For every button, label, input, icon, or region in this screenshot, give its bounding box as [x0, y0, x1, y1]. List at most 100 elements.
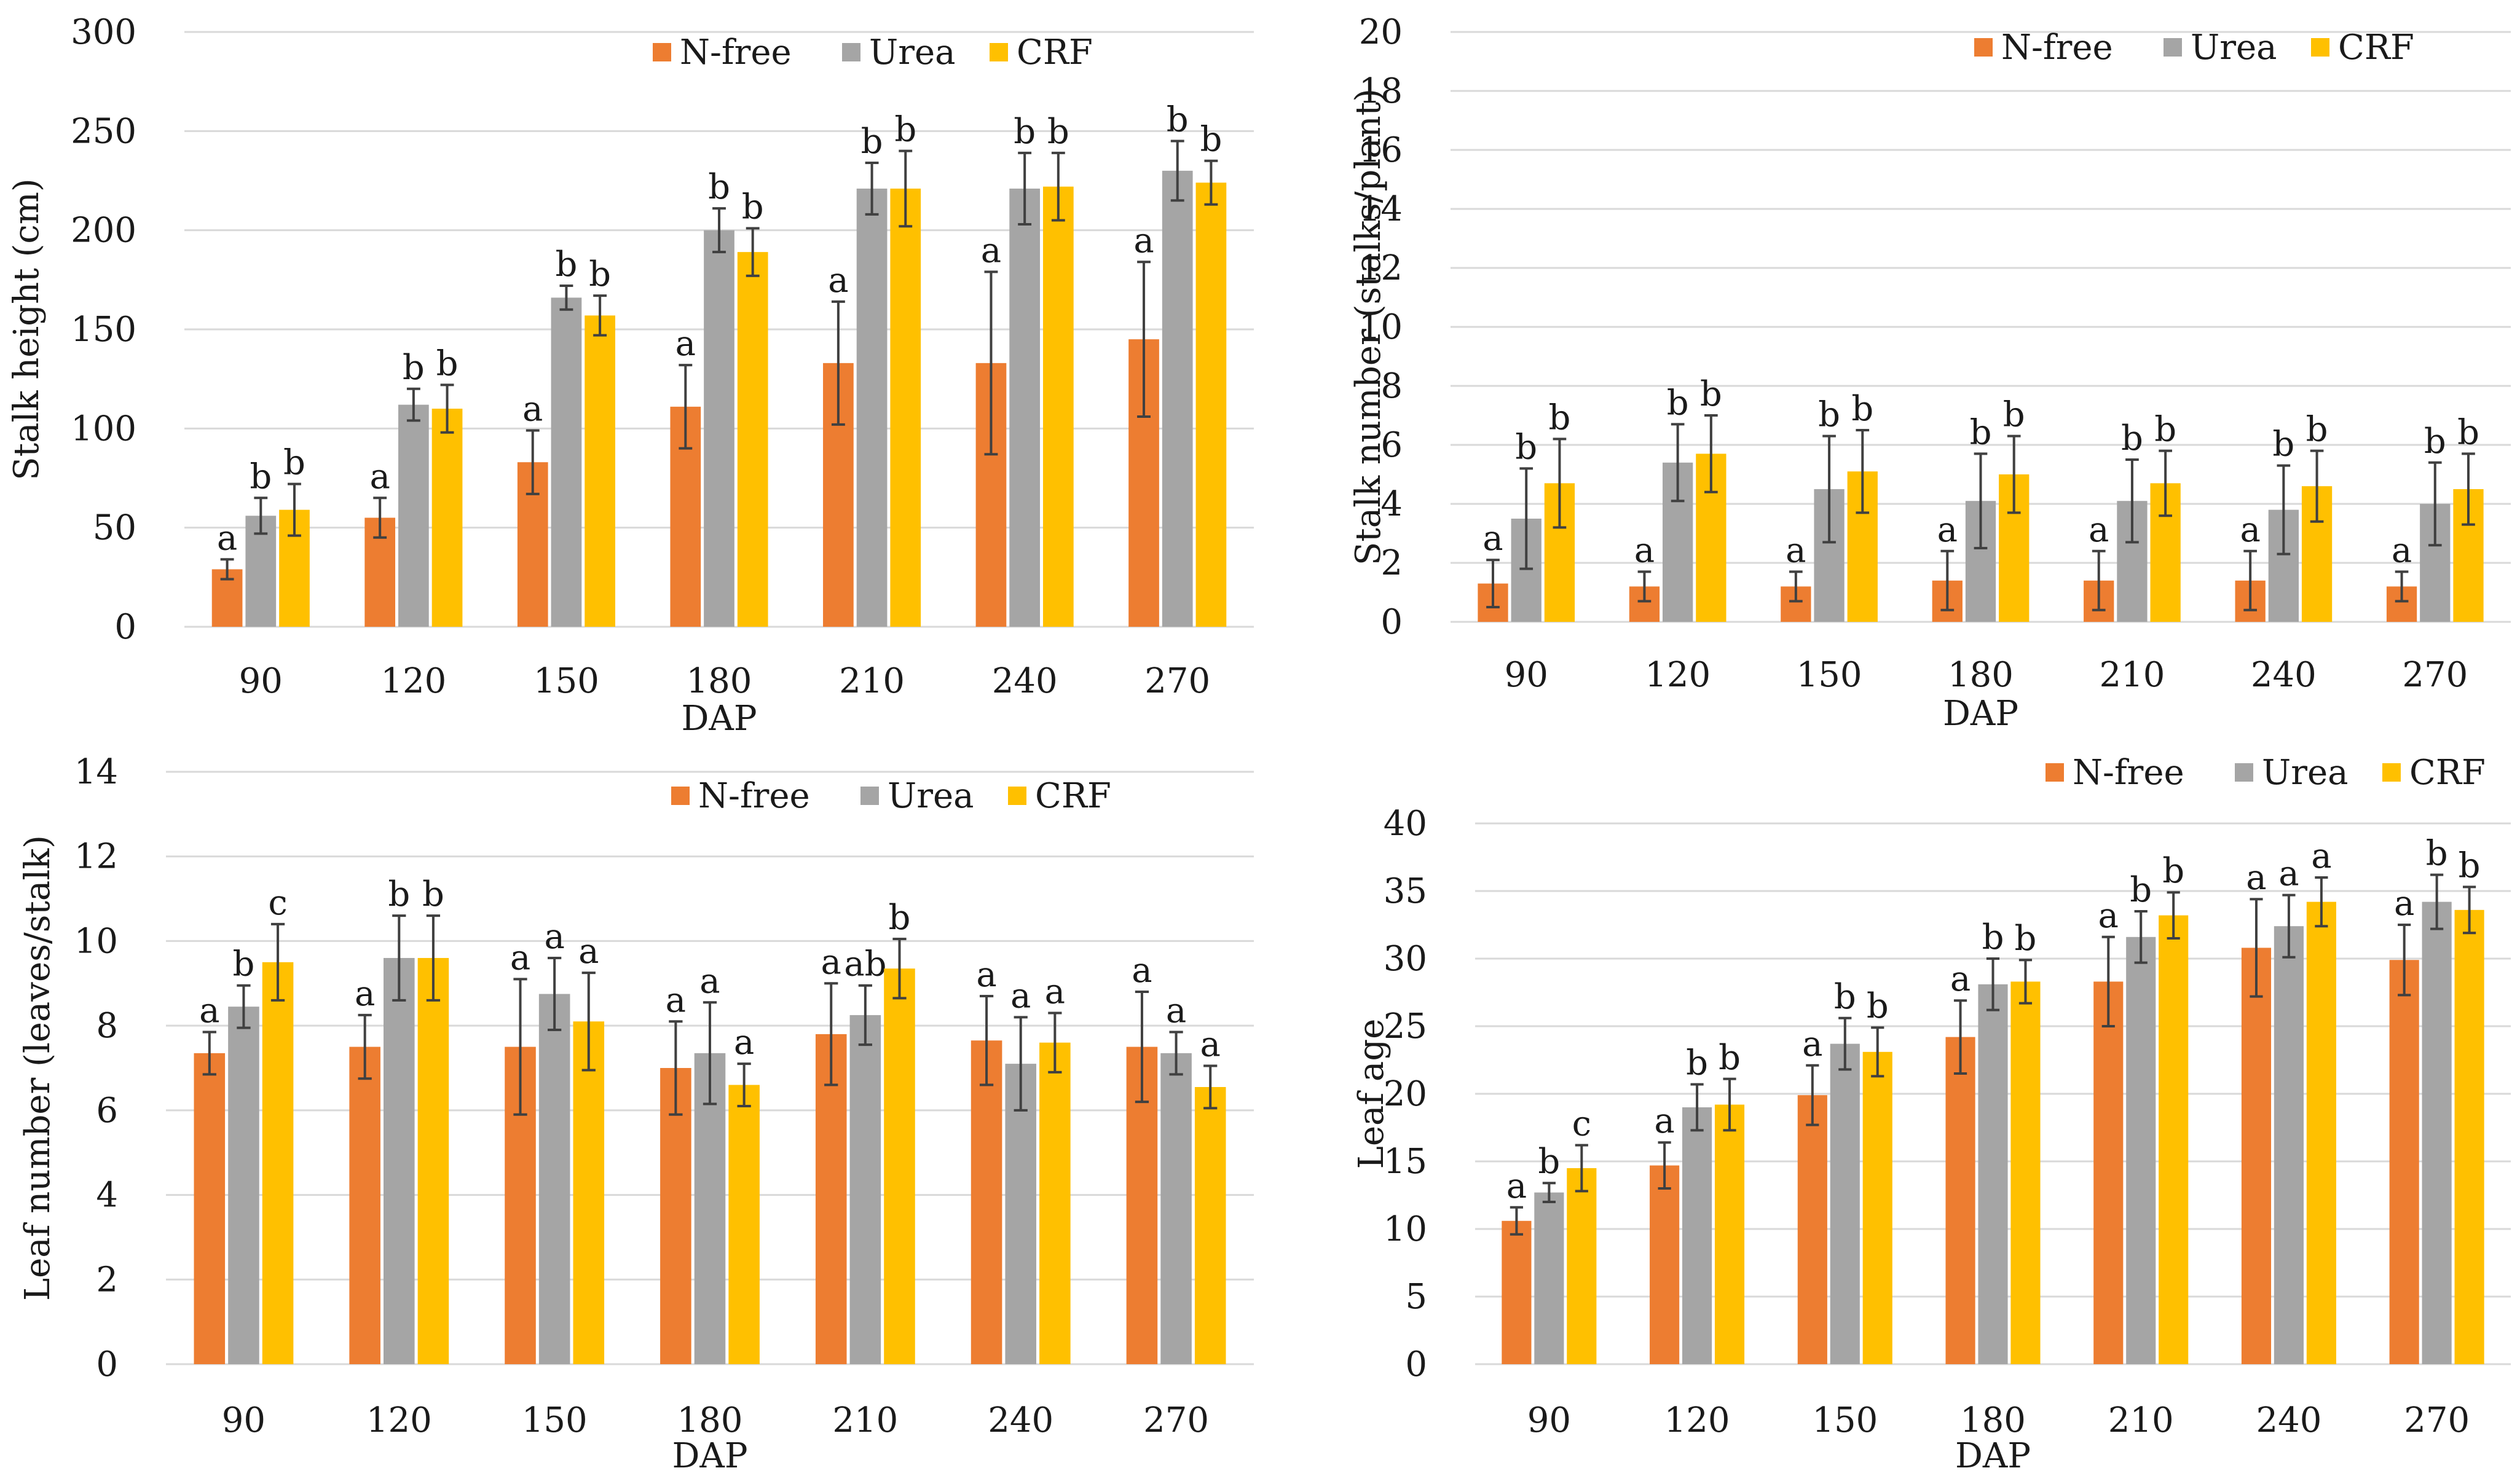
significance-label: a	[1045, 972, 1065, 1011]
bar-crf-120	[1714, 1104, 1745, 1364]
y-tick-label: 20	[1384, 1074, 1427, 1114]
x-tick-label: 240	[992, 661, 1058, 701]
y-tick-label: 40	[1384, 804, 1427, 844]
error-bar-n-free-150	[1806, 1064, 1819, 1126]
significance-label: b	[1047, 112, 1069, 152]
error-bar-n-free-150	[526, 429, 540, 495]
significance-label: b	[2272, 425, 2294, 465]
y-axis-title: Stalk height (cm)	[7, 178, 47, 480]
significance-label: b	[436, 344, 459, 383]
y-tick-label: 10	[74, 921, 118, 961]
error-bar-urea-90	[1542, 1182, 1556, 1203]
legend: N-free Urea CRF	[2046, 753, 2486, 793]
x-tick-label: 270	[2404, 1400, 2470, 1440]
error-bar-n-free-270	[1137, 261, 1151, 418]
x-tick-label: 90	[1505, 655, 1548, 695]
y-tick-label: 300	[71, 12, 136, 52]
significance-label: b	[2426, 834, 2448, 874]
significance-label: a	[2089, 510, 2109, 550]
bar-crf-120	[417, 957, 449, 1364]
bar-crf-90	[262, 962, 294, 1364]
significance-label: b	[2003, 395, 2025, 435]
significance-label: b	[2457, 412, 2479, 452]
x-tick-label: 150	[534, 661, 599, 701]
legend-swatch-n-free	[2046, 763, 2064, 782]
x-axis-title: DAP	[681, 699, 757, 739]
error-bar-n-free-210	[2092, 549, 2106, 611]
x-tick-label: 270	[1144, 661, 1210, 701]
x-tick-label: 210	[839, 661, 905, 701]
error-bar-urea-270	[2430, 873, 2444, 930]
significance-label: a	[666, 980, 686, 1020]
error-bar-n-free-210	[831, 300, 845, 426]
error-bar-crf-120	[1704, 414, 1718, 493]
bar-n-free-270	[2389, 960, 2419, 1364]
bar-urea-180	[1978, 984, 2008, 1364]
significance-label: a	[1166, 991, 1186, 1031]
y-tick-label: 14	[1359, 189, 1403, 229]
significance-label: b	[1167, 100, 1189, 139]
bar-urea-180	[704, 230, 734, 627]
y-axis-title: Leaf age	[1352, 1019, 1392, 1169]
bar-n-free-180	[660, 1068, 691, 1364]
legend-label-urea: Urea	[2262, 753, 2349, 793]
error-bar-crf-210	[2159, 449, 2172, 517]
error-bar-n-free-150	[513, 978, 527, 1116]
error-bar-urea-210	[858, 984, 872, 1046]
error-bar-urea-240	[2282, 893, 2296, 959]
x-tick-label: 90	[222, 1400, 266, 1440]
y-tick-label: 0	[1380, 602, 1403, 642]
error-bar-n-free-120	[1637, 570, 1652, 603]
error-bar-crf-150	[1871, 1026, 1884, 1078]
significance-label: a	[2392, 530, 2412, 570]
significance-label: a	[522, 390, 543, 430]
bar-crf-150	[1862, 1051, 1892, 1364]
bar-urea-210	[849, 1015, 881, 1364]
significance-label: b	[589, 254, 611, 294]
significance-label: b	[2130, 870, 2152, 910]
error-bar-n-free-150	[1789, 570, 1803, 603]
bar-crf-240	[1039, 1042, 1071, 1364]
significance-label: a	[1634, 530, 1655, 570]
significance-label: b	[2459, 846, 2481, 885]
bar-n-free-120	[349, 1046, 380, 1364]
bar-urea-240	[1005, 1064, 1036, 1364]
bar-crf-180	[2010, 981, 2041, 1364]
bar-n-free-240	[971, 1040, 1002, 1364]
y-tick-label: 10	[1384, 1209, 1427, 1249]
bar-urea-270	[2422, 901, 2452, 1364]
significance-label: b	[2154, 410, 2176, 450]
y-tick-label: 50	[93, 508, 136, 548]
significance-label: a	[1200, 1025, 1221, 1065]
legend-swatch-n-free	[653, 43, 671, 61]
legend-label-n-free: N-free	[2001, 28, 2113, 68]
significance-label: a	[2394, 884, 2414, 924]
significance-label: b	[1818, 395, 1840, 435]
bar-n-free-240	[2241, 948, 2272, 1364]
y-tick-label: 0	[96, 1345, 118, 1384]
error-bar-n-free-90	[202, 1031, 216, 1076]
error-bar-n-free-120	[358, 1013, 372, 1080]
significance-label: a	[1937, 510, 1958, 550]
significance-label: b	[1200, 120, 1222, 160]
x-tick-label: 210	[2099, 655, 2165, 695]
x-tick-label: 210	[832, 1400, 898, 1440]
significance-label: a	[1786, 530, 1806, 570]
significance-label: a	[355, 974, 375, 1014]
error-bar-crf-240	[2315, 876, 2328, 928]
legend: N-free Urea CRF	[671, 776, 1111, 816]
bar-urea-90	[228, 1007, 259, 1364]
significance-label: b	[422, 874, 444, 914]
significance-label: a	[1132, 951, 1152, 991]
error-bar-n-free-240	[2250, 898, 2263, 998]
error-bar-urea-150	[559, 285, 573, 311]
legend-label-crf: CRF	[2409, 753, 2486, 793]
significance-label: a	[1133, 221, 1154, 261]
error-bar-crf-270	[2462, 452, 2475, 526]
legend-label-n-free: N-free	[2073, 753, 2184, 793]
significance-label: b	[403, 348, 425, 388]
error-bar-n-free-180	[679, 364, 693, 450]
y-axis-title: Stalk number (stalks/plant)	[1349, 88, 1388, 565]
